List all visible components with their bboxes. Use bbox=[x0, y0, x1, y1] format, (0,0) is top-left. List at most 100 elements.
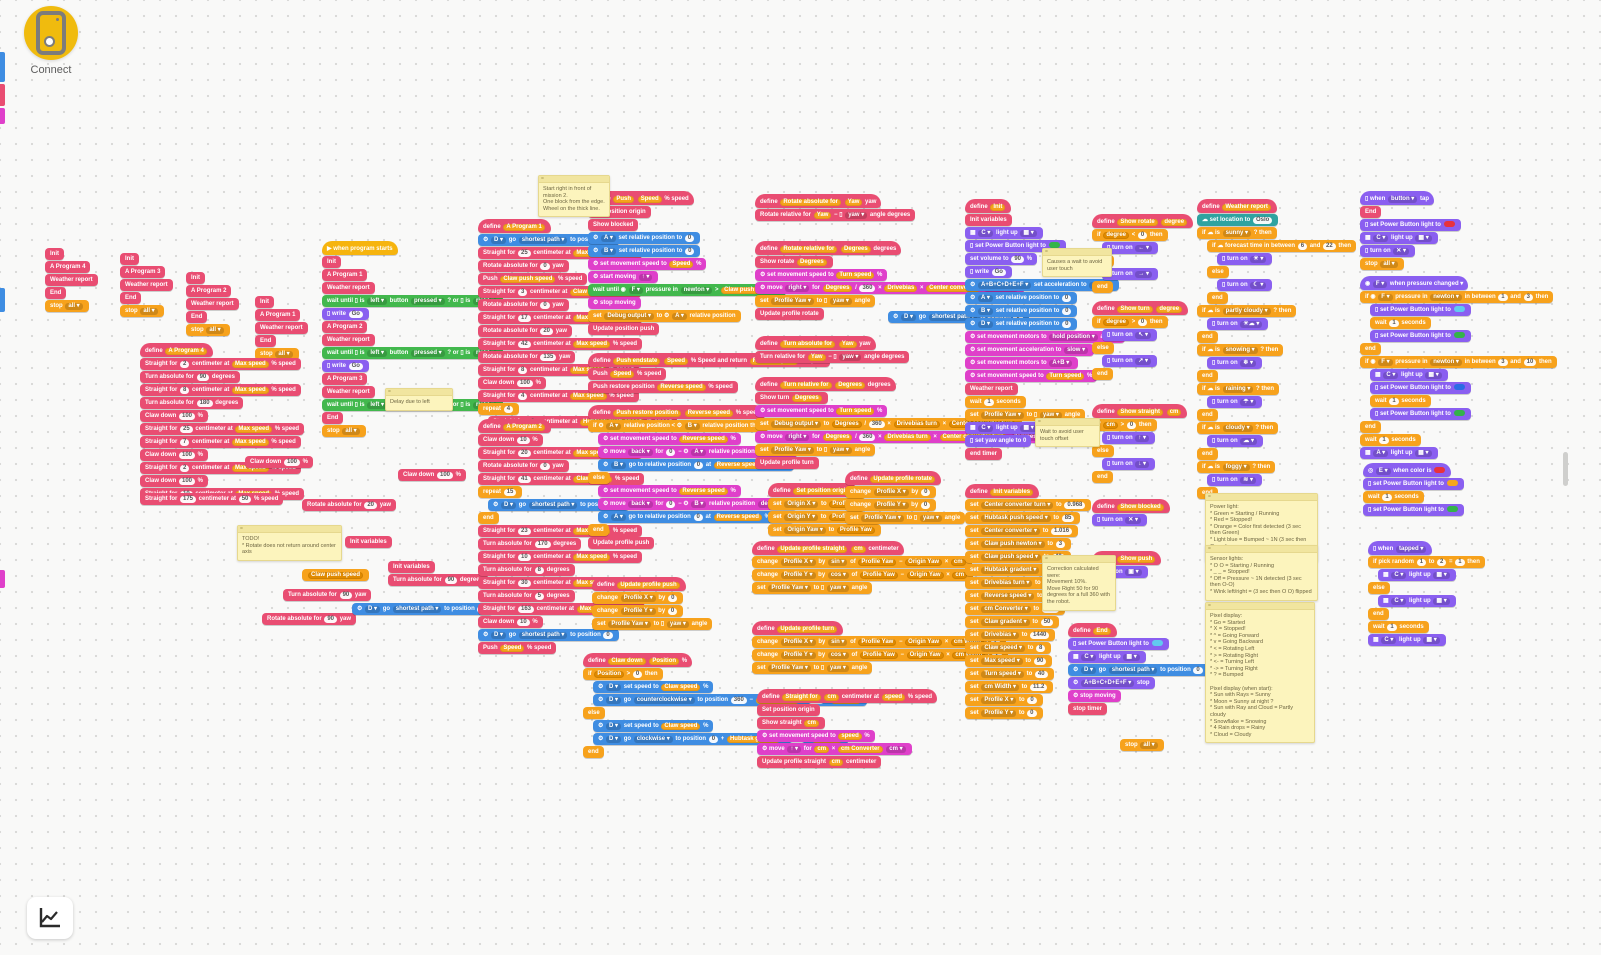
block-row[interactable]: ▯ turn on ≋ ▾ bbox=[1207, 474, 1263, 486]
block-row[interactable]: Rotate absolute for 20 yaw bbox=[302, 499, 397, 511]
block-row[interactable]: ⚙ set movement speed to Turn speed % bbox=[755, 405, 888, 417]
block-row[interactable]: ▦ C ▾ light up ▦ ▾ bbox=[965, 227, 1043, 239]
block-row[interactable]: set Profile Yaw ▾ to ▯ yaw ▾ angle bbox=[755, 295, 876, 307]
block-row[interactable]: else bbox=[1368, 582, 1390, 594]
block-stack[interactable]: define A Program 4 Straight for 2 centime… bbox=[140, 342, 305, 500]
block-row[interactable]: ▯ turn on ↗ ▾ bbox=[1102, 355, 1158, 367]
block-stack[interactable]: Claw down 100 % bbox=[398, 468, 467, 481]
block-row[interactable]: ▯ turn on ↑ ▾ bbox=[1102, 432, 1155, 444]
block-row[interactable]: stop all ▾ bbox=[186, 324, 230, 336]
block-row[interactable]: define Rotate relative for Degrees degre… bbox=[755, 241, 902, 255]
block-row[interactable]: change Profile Y ▾ by cos ▾ of Profile Y… bbox=[752, 569, 974, 581]
block-row[interactable]: wait until ◉ F ▾ pressure in newton ▾ > … bbox=[588, 284, 786, 296]
block-row[interactable]: End bbox=[120, 292, 142, 304]
block-stack[interactable]: define Turn absolute for Yaw yaw Turn rel… bbox=[755, 335, 910, 363]
block-row[interactable]: Straight for 7 centimeter at Max speed %… bbox=[140, 436, 301, 448]
block-row[interactable]: wait 1 seconds bbox=[1363, 491, 1424, 503]
block-row[interactable]: ▯ turn on ❄ ▾ bbox=[1207, 357, 1263, 369]
block-row[interactable]: Weather report bbox=[255, 322, 308, 334]
block-stack[interactable]: Claw down 100 % bbox=[245, 455, 314, 468]
block-row[interactable]: if ☁ is foggy ▾ ? then bbox=[1197, 461, 1276, 473]
offscreen-block-sliver[interactable] bbox=[0, 84, 5, 106]
block-row[interactable]: define Turn relative for Degrees degrees bbox=[755, 377, 896, 391]
note-collapse-handle[interactable]: = bbox=[1206, 494, 1317, 501]
block-row[interactable]: Set position origin bbox=[757, 704, 820, 716]
block-row[interactable]: ▦ C ▾ light up ▦ ▾ bbox=[1370, 369, 1448, 381]
block-row[interactable]: if cm > 0 then bbox=[1092, 419, 1157, 431]
connect-circle[interactable] bbox=[24, 6, 78, 60]
block-stack[interactable]: Init variables Turn absolute for 90 degre… bbox=[388, 560, 488, 586]
block-row[interactable]: Claw down 100 % bbox=[140, 475, 209, 487]
block-row[interactable]: end bbox=[478, 512, 499, 524]
block-row[interactable]: Rotate absolute for 0 yaw bbox=[478, 260, 569, 272]
block-row[interactable]: A Program 1 bbox=[255, 309, 301, 321]
block-row[interactable]: Claw push speed bbox=[302, 569, 370, 581]
block-row[interactable]: set Center converter turn ▾ to 0.968 bbox=[965, 499, 1092, 511]
block-row[interactable]: set Profile Yaw ▾ to ▯ yaw ▾ angle bbox=[755, 444, 876, 456]
block-row[interactable]: wait until ▯ is left ▾ button pressed ▾ … bbox=[322, 347, 504, 359]
block-row[interactable]: ⚙ A+B+C+D+E+F ▾ stop bbox=[1068, 677, 1155, 689]
block-row[interactable]: Claw down 10 % bbox=[478, 616, 543, 628]
block-row[interactable]: ▦ C ▾ light up ▦ ▾ bbox=[1368, 634, 1446, 646]
block-row[interactable]: A Program 2 bbox=[186, 285, 232, 297]
block-row[interactable]: ◉ F ▾ when pressure changed ▾ bbox=[1360, 276, 1469, 290]
block-row[interactable]: Straight for 25 centimeter at Max speed … bbox=[140, 423, 305, 435]
block-row[interactable]: End bbox=[255, 335, 277, 347]
block-row[interactable]: ▯ write Go bbox=[322, 360, 369, 372]
block-stack[interactable]: ◎ E ▾ when color is ▯ set Power Button l… bbox=[1363, 462, 1464, 516]
note-collapse-handle[interactable]: = bbox=[1206, 546, 1317, 553]
block-stack[interactable]: define Rotate relative for Degrees degre… bbox=[755, 240, 1024, 320]
block-row[interactable]: define Push restore position Reverse spe… bbox=[588, 405, 766, 419]
block-row[interactable]: ▯ turn on → ▾ bbox=[1102, 268, 1158, 280]
block-row[interactable]: ⚙ B ▾ go to relative position 0 at Rever… bbox=[598, 459, 795, 471]
block-row[interactable]: ⚙ set movement speed to Reverse speed % bbox=[598, 433, 741, 445]
block-row[interactable]: ▯ set yaw angle to 0 bbox=[965, 435, 1032, 447]
block-row[interactable]: define Show blocked bbox=[1092, 499, 1170, 513]
block-row[interactable]: End bbox=[45, 287, 67, 299]
block-row[interactable]: define Init bbox=[965, 199, 1012, 213]
block-stack[interactable]: define Show blocked ▯ turn on ✕ ▾ bbox=[1092, 498, 1170, 526]
block-row[interactable]: Turn absolute for 180 degrees bbox=[140, 397, 244, 409]
block-row[interactable]: define Straight for cm centimeter at spe… bbox=[757, 689, 938, 703]
block-row[interactable]: set Profile Yaw ▾ to ▯ yaw ▾ angle bbox=[845, 512, 966, 524]
block-row[interactable]: end bbox=[588, 524, 609, 536]
block-stack[interactable]: define Init variables set Center converte… bbox=[965, 483, 1092, 719]
block-row[interactable]: Weather report bbox=[186, 298, 239, 310]
block-row[interactable]: change Profile Y ▾ by 0 bbox=[592, 605, 684, 617]
block-stack[interactable]: Init A Program 3 Weather report End stop all… bbox=[120, 252, 173, 317]
block-row[interactable]: Weather report bbox=[322, 334, 375, 346]
block-row[interactable]: ⚙ set movement acceleration to slow ▾ bbox=[965, 344, 1095, 356]
block-row[interactable]: Init bbox=[120, 253, 139, 265]
block-stack[interactable]: ◉ F ▾ when pressure changed ▾ if ◉ F ▾ pr… bbox=[1360, 275, 1557, 459]
block-stack[interactable]: Straight for 175 centimeter at 50 % spee… bbox=[140, 492, 284, 505]
block-row[interactable]: ▦ A ▾ light up ▦ ▾ bbox=[1360, 447, 1438, 459]
block-row[interactable]: Claw down 100 % bbox=[398, 469, 467, 481]
block-row[interactable]: ▦ C ▾ light up ▦ ▾ bbox=[1378, 569, 1456, 581]
block-row[interactable]: ▯ set Power Button light to bbox=[1370, 304, 1471, 316]
block-row[interactable]: set Profile Yaw ▾ to ▯ yaw ▾ angle bbox=[752, 582, 873, 594]
block-row[interactable]: A Program 1 bbox=[322, 269, 368, 281]
connect-button[interactable]: Connect bbox=[22, 6, 80, 76]
block-row[interactable]: Show straight cm bbox=[757, 717, 826, 729]
note-collapse-handle[interactable]: = bbox=[1206, 603, 1314, 610]
block-row[interactable]: Claw down 100 % bbox=[478, 377, 547, 389]
block-row[interactable]: Push Speed % speed bbox=[478, 642, 557, 654]
block-row[interactable]: end bbox=[1092, 471, 1113, 483]
block-stack[interactable]: define Update profile straight cm centim… bbox=[752, 540, 974, 594]
block-stack[interactable]: stop all ▾ bbox=[1120, 738, 1164, 751]
block-stack[interactable]: define A Program 2 Claw down 10 % Straight… bbox=[478, 418, 646, 654]
block-row[interactable]: Turn absolute for 90 degrees bbox=[140, 371, 240, 383]
block-row[interactable]: ◎ E ▾ when color is bbox=[1363, 463, 1452, 477]
note-collapse-handle[interactable]: = bbox=[1043, 556, 1115, 563]
block-row[interactable]: ▯ turn on ✕ ▾ bbox=[1360, 245, 1416, 257]
block-row[interactable]: ⚙ stop moving bbox=[1068, 690, 1121, 702]
block-row[interactable]: wait 1 seconds bbox=[1368, 621, 1429, 633]
block-row[interactable]: ⚙ B ▾ set relative position to 0 bbox=[965, 305, 1078, 317]
block-stack[interactable]: Rotate absolute for 90 yaw bbox=[262, 612, 357, 625]
block-row[interactable]: if ☁ is snowing ▾ ? then bbox=[1197, 344, 1284, 356]
block-row[interactable]: ▯ turn on ☀ ▾ bbox=[1217, 253, 1273, 265]
block-row[interactable]: set Claw push newton ▾ to 3 bbox=[965, 538, 1072, 550]
block-row[interactable]: Turn absolute for 90 yaw bbox=[283, 589, 372, 601]
block-row[interactable]: define Show turn degree bbox=[1092, 301, 1189, 315]
